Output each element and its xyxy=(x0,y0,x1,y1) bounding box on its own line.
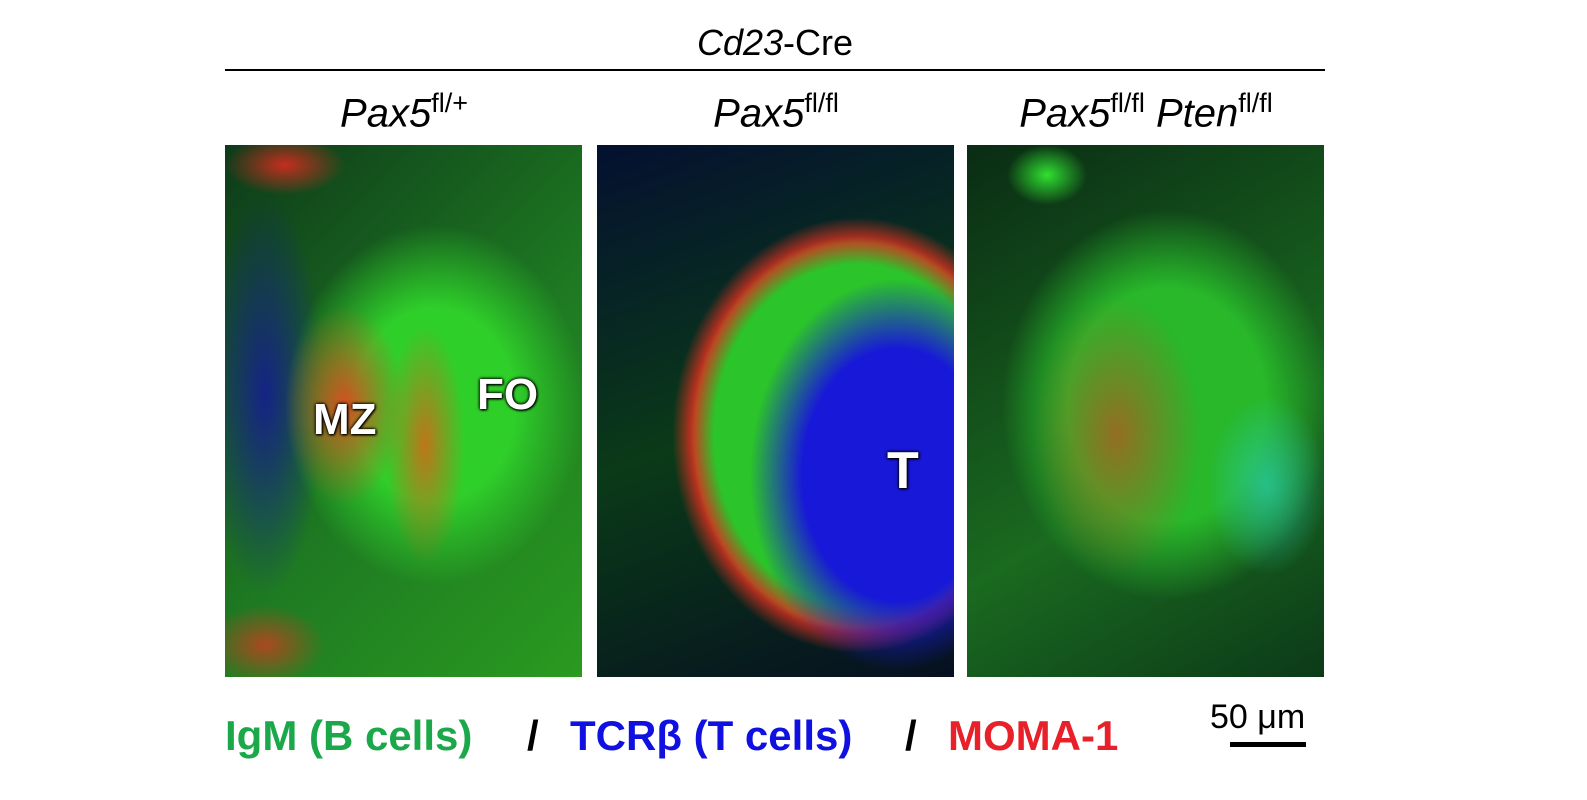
micrograph xyxy=(967,145,1324,677)
micrograph: T xyxy=(597,145,954,677)
header-rule xyxy=(225,69,1325,71)
panel-label: Pax5fl/fl xyxy=(597,88,955,136)
legend-separator: / xyxy=(905,712,917,759)
allele: fl/fl xyxy=(804,88,839,118)
gene: Pax5 xyxy=(713,91,805,136)
legend-item: TCRβ (T cells) xyxy=(570,712,853,759)
region-label: FO xyxy=(477,370,539,419)
gene: Pten xyxy=(1156,91,1239,136)
micrograph: MZ FO xyxy=(225,145,582,677)
region-label: MZ xyxy=(313,395,377,444)
header-gene: Cd23 xyxy=(696,22,784,63)
allele: fl/+ xyxy=(431,88,468,118)
allele: fl/fl xyxy=(1238,88,1273,118)
allele: fl/fl xyxy=(1110,88,1145,118)
header: Cd23-Cre xyxy=(225,22,1325,64)
scale-bar xyxy=(1230,742,1306,747)
header-suffix: -Cre xyxy=(783,22,854,63)
panel-label: Pax5fl/+ xyxy=(225,88,583,136)
legend-item: IgM (B cells) xyxy=(225,712,473,759)
legend-separator: / xyxy=(527,712,539,759)
region-label: T xyxy=(887,442,919,500)
legend-item: MOMA-1 xyxy=(948,712,1119,759)
gene: Pax5 xyxy=(1019,91,1111,136)
gene: Pax5 xyxy=(340,91,432,136)
scale-label: 50 μm xyxy=(1210,698,1306,736)
panel-label: Pax5fl/fl Ptenfl/fl xyxy=(967,88,1325,136)
